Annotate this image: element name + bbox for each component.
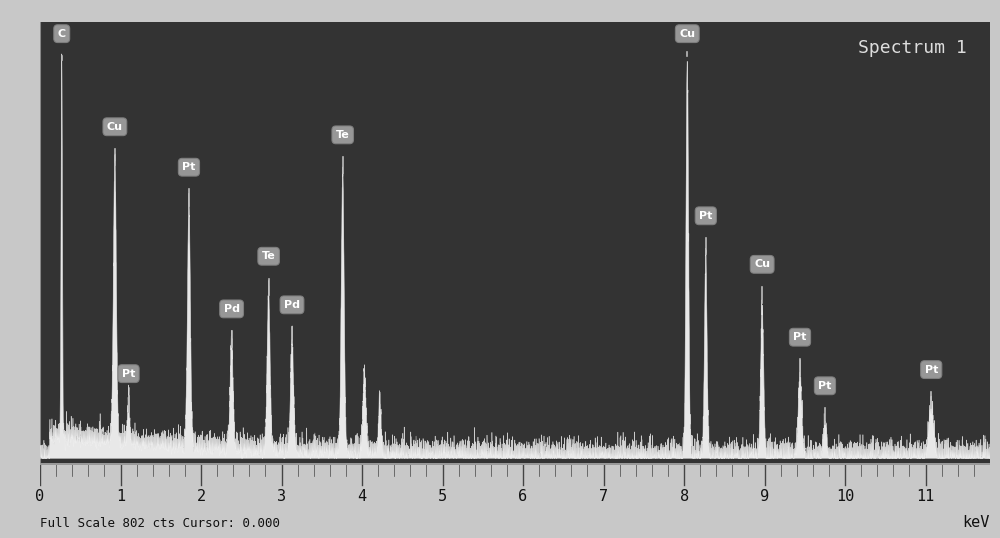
Text: 5: 5 <box>438 489 447 504</box>
Text: 10: 10 <box>836 489 854 504</box>
Text: Pt: Pt <box>793 332 807 342</box>
Text: Cu: Cu <box>107 122 123 132</box>
Text: Pt: Pt <box>122 369 135 379</box>
Text: 7: 7 <box>599 489 608 504</box>
Text: 11: 11 <box>916 489 935 504</box>
Text: keV: keV <box>963 515 990 530</box>
Text: 3: 3 <box>277 489 286 504</box>
Text: 8: 8 <box>680 489 689 504</box>
Text: Full Scale 802 cts Cursor: 0.000: Full Scale 802 cts Cursor: 0.000 <box>40 518 280 530</box>
Text: Pd: Pd <box>284 300 300 310</box>
Text: Spectrum 1: Spectrum 1 <box>858 39 966 57</box>
Text: 0: 0 <box>35 489 45 504</box>
Text: Pt: Pt <box>925 365 938 374</box>
Text: Cu: Cu <box>679 29 695 39</box>
Text: 4: 4 <box>357 489 367 504</box>
Text: Pd: Pd <box>224 304 240 314</box>
Text: Pt: Pt <box>818 381 832 391</box>
Text: 9: 9 <box>760 489 769 504</box>
Text: C: C <box>58 29 66 39</box>
Text: Pt: Pt <box>699 211 712 221</box>
Text: 1: 1 <box>116 489 125 504</box>
Text: 2: 2 <box>196 489 206 504</box>
Text: Te: Te <box>262 251 276 261</box>
Text: 6: 6 <box>518 489 528 504</box>
Text: Te: Te <box>336 130 350 140</box>
Text: Pt: Pt <box>182 162 196 172</box>
Text: Cu: Cu <box>754 259 770 270</box>
